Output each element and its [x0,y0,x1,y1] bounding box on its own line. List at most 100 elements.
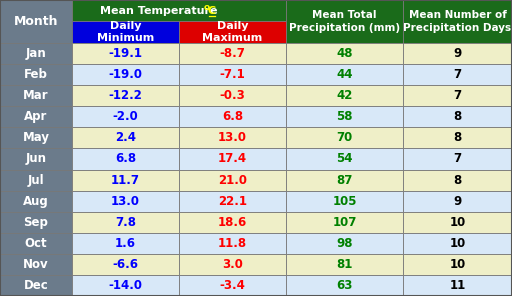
Text: -3.4: -3.4 [220,279,245,292]
Bar [72,106,179,127]
Bar [286,148,403,170]
Bar [286,191,403,212]
Bar [179,85,286,106]
Text: 18.6: 18.6 [218,216,247,229]
Text: Feb: Feb [24,68,48,81]
Text: 107: 107 [332,216,357,229]
Text: 11.8: 11.8 [218,237,247,250]
Text: 11.7: 11.7 [111,173,140,186]
Bar [179,43,286,64]
Text: 11: 11 [450,279,465,292]
Bar [72,21,179,43]
Bar [72,43,179,64]
Text: 3.0: 3.0 [222,258,243,271]
Text: 8: 8 [453,110,462,123]
Text: 7: 7 [454,89,461,102]
Text: 87: 87 [336,173,353,186]
Bar [403,191,512,212]
Text: 22.1: 22.1 [218,195,247,207]
Text: Aug: Aug [23,195,49,207]
Bar [72,148,179,170]
Bar [0,85,72,106]
Text: 98: 98 [336,237,353,250]
Text: 17.4: 17.4 [218,152,247,165]
Bar [72,64,179,85]
Bar [72,254,179,275]
Text: Daily
Minimum: Daily Minimum [97,21,154,43]
Bar [179,212,286,233]
Bar [0,233,72,254]
Text: 21.0: 21.0 [218,173,247,186]
Text: -12.2: -12.2 [109,89,142,102]
Text: Mar: Mar [23,89,49,102]
Text: 13.0: 13.0 [111,195,140,207]
Bar [179,275,286,296]
Bar [403,127,512,148]
Text: 54: 54 [336,152,353,165]
Bar [0,43,72,64]
Bar [179,170,286,191]
Bar [0,275,72,296]
Bar [286,43,403,64]
Text: May: May [23,131,50,144]
Bar [0,170,72,191]
Bar [72,85,179,106]
Bar [72,212,179,233]
Bar [403,106,512,127]
Text: 9: 9 [453,195,462,207]
Text: 63: 63 [336,279,353,292]
Bar [286,275,403,296]
Bar [0,191,72,212]
Bar [0,127,72,148]
Text: 7.8: 7.8 [115,216,136,229]
Bar [403,0,512,43]
Bar [403,85,512,106]
Text: 105: 105 [332,195,357,207]
Text: C: C [208,6,216,15]
Bar [179,64,286,85]
Text: Mean Temperature: Mean Temperature [100,6,222,15]
Bar [0,106,72,127]
Text: -14.0: -14.0 [109,279,142,292]
Text: 42: 42 [336,89,353,102]
Text: Jul: Jul [28,173,45,186]
Bar [179,21,286,43]
Text: 44: 44 [336,68,353,81]
Bar [403,233,512,254]
Bar [72,191,179,212]
Text: Apr: Apr [24,110,48,123]
Bar [0,254,72,275]
Text: Dec: Dec [24,279,48,292]
Text: 6.8: 6.8 [115,152,136,165]
Bar [0,148,72,170]
Bar [286,233,403,254]
Text: -8.7: -8.7 [220,47,245,60]
Bar [286,212,403,233]
Bar [72,275,179,296]
Bar [286,127,403,148]
Text: 8: 8 [453,131,462,144]
Text: 48: 48 [336,47,353,60]
Text: 13.0: 13.0 [218,131,247,144]
Text: Nov: Nov [23,258,49,271]
Text: 8: 8 [453,173,462,186]
Text: -19.1: -19.1 [109,47,142,60]
Bar [403,254,512,275]
Bar [286,254,403,275]
Bar [403,148,512,170]
Bar [72,170,179,191]
Bar [72,233,179,254]
Text: -6.6: -6.6 [113,258,139,271]
Text: Mean Total
Precipitation (mm): Mean Total Precipitation (mm) [289,10,400,33]
Text: 9: 9 [453,47,462,60]
Text: Oct: Oct [25,237,47,250]
Text: Mean Number of
Precipitation Days: Mean Number of Precipitation Days [403,10,511,33]
Text: -7.1: -7.1 [220,68,245,81]
Bar [286,170,403,191]
Bar [72,127,179,148]
Text: -19.0: -19.0 [109,68,142,81]
Bar [179,254,286,275]
Text: o: o [204,4,210,12]
Bar [0,0,72,43]
Bar [403,170,512,191]
